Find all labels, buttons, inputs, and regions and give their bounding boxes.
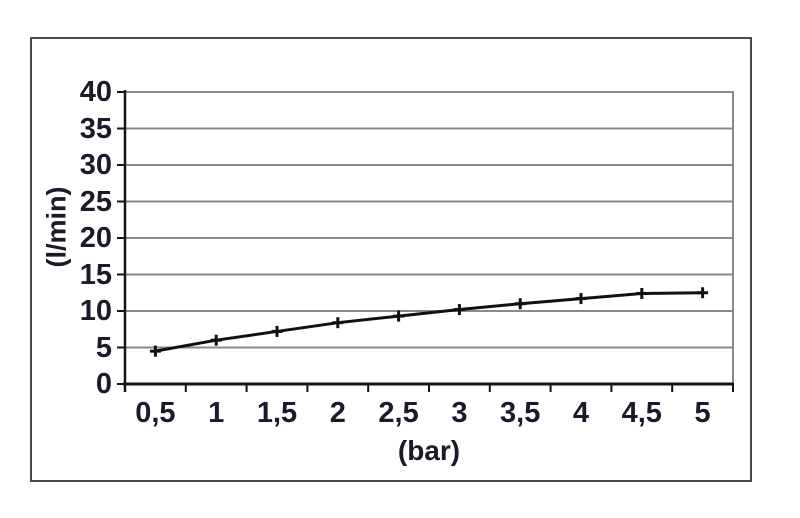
x-axis-title: (bar) xyxy=(397,435,461,466)
flow-rate-curve xyxy=(155,291,703,353)
x-tick-label-4: 4 xyxy=(572,397,590,429)
x-tick-label-0.5: 0,5 xyxy=(135,397,176,429)
x-tick-label-3.5: 3,5 xyxy=(500,397,541,429)
x-tick-label-1: 1 xyxy=(208,397,225,429)
x-tick-label-5: 5 xyxy=(694,397,711,429)
y-tick-label-25: 25 xyxy=(79,185,112,218)
y-tick-label-20: 20 xyxy=(79,222,112,254)
y-tick-label-30: 30 xyxy=(79,149,112,181)
x-tick-label-2: 2 xyxy=(329,397,346,429)
x-tick-label-4.5: 4,5 xyxy=(621,397,662,429)
figure-frame xyxy=(30,37,752,482)
x-tick-label-3: 3 xyxy=(451,397,468,429)
y-tick-label-35: 35 xyxy=(79,112,112,145)
y-tick-label-10: 10 xyxy=(79,295,112,327)
y-tick-label-0: 0 xyxy=(95,368,112,400)
y-tick-label-5: 5 xyxy=(95,331,112,364)
y-tick-label-40: 40 xyxy=(79,76,112,108)
x-tick-label-1.5: 1,5 xyxy=(256,397,298,429)
x-tick-label-2.5: 2,5 xyxy=(378,397,419,429)
y-tick-label-15: 15 xyxy=(79,258,112,291)
